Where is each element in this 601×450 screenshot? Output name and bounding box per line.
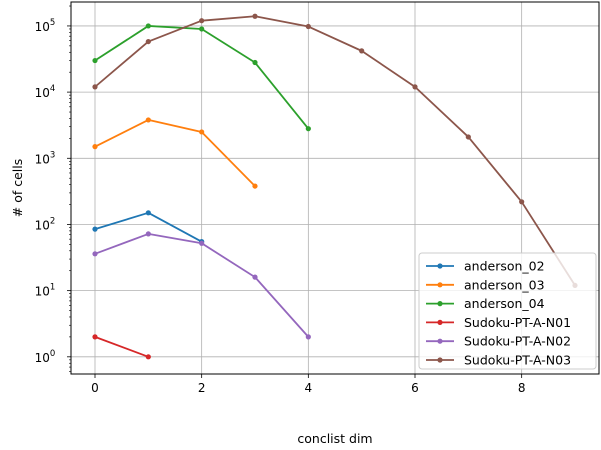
legend-label: anderson_04: [464, 296, 545, 311]
data-point: [92, 57, 98, 64]
data-point: [145, 38, 151, 45]
data-point: [199, 240, 205, 246]
legend-label: Sudoku-PT-A-N02: [464, 334, 571, 349]
legend-marker: [437, 301, 443, 307]
data-point: [145, 210, 151, 216]
data-point: [252, 59, 258, 66]
series-line-5: [94, 15, 576, 286]
y-axis-label: # of cells: [10, 159, 25, 218]
y-tick-label: 104: [35, 84, 56, 100]
x-tick-label: 2: [198, 381, 206, 395]
data-point: [465, 134, 471, 140]
data-point: [519, 199, 525, 205]
legend-marker: [437, 263, 443, 269]
legend-marker: [437, 282, 443, 288]
legend-marker: [437, 357, 443, 363]
data-point: [199, 18, 205, 24]
y-tick-label: 101: [35, 283, 56, 299]
x-tick-label: 0: [91, 381, 99, 395]
y-tick-label: 100: [35, 349, 56, 365]
data-point: [145, 23, 151, 29]
data-point: [199, 26, 205, 32]
y-tick-label: 105: [35, 18, 56, 34]
data-point: [252, 183, 258, 189]
data-point: [92, 84, 98, 90]
x-axis-label: conclist dim: [297, 431, 372, 446]
data-point: [145, 231, 151, 237]
y-tick-label: 102: [35, 216, 56, 232]
legend-label: Sudoku-PT-A-N03: [464, 353, 571, 368]
data-point: [359, 48, 365, 54]
series-layer: [92, 13, 578, 360]
data-point: [92, 334, 98, 340]
legend-label: anderson_03: [464, 277, 545, 292]
data-point: [92, 226, 98, 232]
data-point: [252, 274, 258, 280]
legend-marker: [437, 319, 443, 325]
tick-layer: 0 2 4 6 8 100 101 102 103 104 105: [35, 5, 526, 395]
legend-label: Sudoku-PT-A-N01: [464, 315, 571, 330]
legend-marker: [437, 338, 443, 344]
x-tick-label: 4: [305, 381, 313, 395]
data-point: [92, 144, 98, 150]
data-point: [412, 84, 418, 90]
legend-label: anderson_02: [464, 259, 545, 274]
legend-box: [418, 252, 597, 370]
legend: anderson_02 anderson_03 anderson_04 Sudoku-…: [418, 252, 597, 370]
data-point: [305, 23, 311, 30]
x-tick-label: 6: [411, 381, 419, 395]
y-tick-label: 103: [35, 150, 56, 166]
data-point: [305, 334, 311, 340]
data-point: [305, 126, 311, 132]
data-point: [92, 251, 98, 257]
data-point: [252, 13, 258, 19]
x-tick-label: 8: [518, 381, 526, 395]
plot-frame: [70, 1, 600, 375]
data-point: [199, 129, 205, 135]
data-point: [145, 117, 151, 123]
series-line-3: [94, 336, 149, 358]
series-line-1: [94, 119, 256, 187]
data-point: [145, 354, 151, 360]
